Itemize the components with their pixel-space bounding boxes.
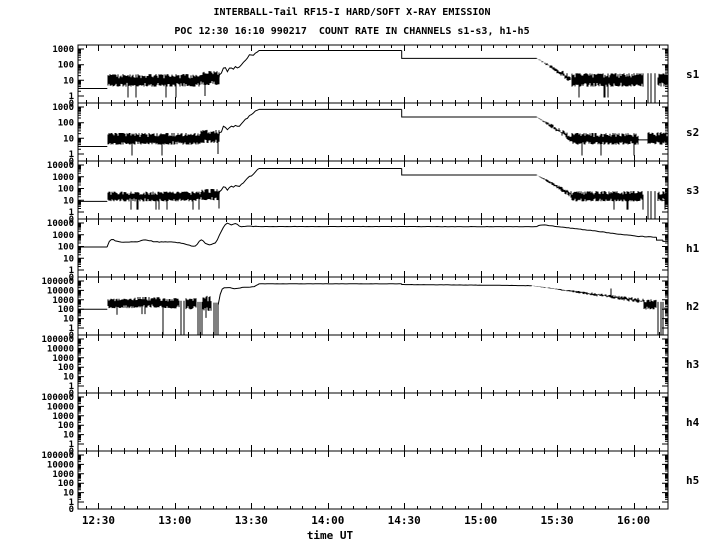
x-tick-label: 12:30 <box>82 514 115 527</box>
trace-s2 <box>78 108 668 156</box>
panel-h1 <box>78 222 668 248</box>
y-tick-label: 1000 <box>52 231 74 241</box>
y-tick-label: 1000 <box>52 45 74 55</box>
y-tick-label: 10 <box>63 76 74 86</box>
axes-frame-and-ticks <box>77 44 669 510</box>
x-tick-label: 13:30 <box>235 514 268 527</box>
channel-label-s1: s1 <box>686 68 700 81</box>
y-tick-label: 10 <box>63 254 74 264</box>
y-tick-label: 0 <box>69 215 74 225</box>
y-tick-label: 10 <box>63 315 74 325</box>
y-tick-label: 100000 <box>41 451 74 461</box>
y-tick-label: 0 <box>69 157 74 167</box>
x-tick-label: 14:30 <box>388 514 421 527</box>
y-tick-label: 1000 <box>52 173 74 183</box>
panel-s3 <box>78 168 668 219</box>
y-tick-label: 1 <box>69 382 74 392</box>
y-tick-label: 10 <box>63 134 74 144</box>
y-tick-label: 10 <box>63 196 74 206</box>
y-tick-label: 100 <box>58 363 74 373</box>
y-tick-label: 10 <box>63 431 74 441</box>
channel-label-h4: h4 <box>686 416 700 429</box>
y-tick-label: 10000 <box>47 402 74 412</box>
y-tick-label: 1 <box>69 324 74 334</box>
plot-axes: 10001001010s110001001010s210000100010010… <box>41 44 700 527</box>
channel-label-s2: s2 <box>686 126 699 139</box>
y-tick-label: 1 <box>69 498 74 508</box>
y-tick-label: 100 <box>58 479 74 489</box>
y-tick-label: 0 <box>69 99 74 109</box>
y-tick-label: 100000 <box>41 277 74 287</box>
y-tick-label: 10000 <box>47 161 74 171</box>
x-tick-label: 15:00 <box>464 514 497 527</box>
y-tick-label: 1000 <box>52 354 74 364</box>
channel-label-h3: h3 <box>686 358 699 371</box>
y-tick-label: 100000 <box>41 393 74 403</box>
channel-label-s3: s3 <box>686 184 699 197</box>
y-tick-label: 1000 <box>52 412 74 422</box>
channel-label-h1: h1 <box>686 242 700 255</box>
y-tick-label: 10 <box>63 373 74 383</box>
y-tick-label: 1 <box>69 440 74 450</box>
y-tick-label: 100 <box>58 305 74 315</box>
y-tick-label: 0 <box>69 389 74 399</box>
x-axis-title: time UT <box>307 529 354 542</box>
y-tick-label: 100 <box>58 243 74 253</box>
y-tick-label: 10 <box>63 489 74 499</box>
y-tick-label: 1 <box>69 266 74 276</box>
y-tick-label: 10000 <box>47 344 74 354</box>
y-tick-label: 1 <box>69 150 74 160</box>
y-tick-label: 0 <box>69 331 74 341</box>
x-tick-label: 14:00 <box>311 514 344 527</box>
y-tick-label: 100 <box>58 119 74 129</box>
y-tick-label: 0 <box>69 505 74 515</box>
plot-subtitle: POC 12:30 16:10 990217 COUNT RATE IN CHA… <box>174 26 530 37</box>
y-tick-label: 1 <box>69 92 74 102</box>
y-tick-label: 10000 <box>47 286 74 296</box>
panel-s1 <box>78 50 668 103</box>
trace-h2 <box>78 283 668 335</box>
y-tick-label: 10000 <box>47 460 74 470</box>
channel-label-h5: h5 <box>686 474 699 487</box>
y-tick-label: 100 <box>58 61 74 71</box>
trace-s1 <box>78 50 668 103</box>
y-tick-label: 100 <box>58 421 74 431</box>
panel-h2 <box>78 283 668 335</box>
y-tick-label: 1000 <box>52 103 74 113</box>
y-tick-label: 0 <box>69 447 74 457</box>
x-tick-label: 16:00 <box>617 514 650 527</box>
trace-s3 <box>78 168 668 219</box>
trace-h1 <box>78 222 668 248</box>
y-tick-label: 10000 <box>47 219 74 229</box>
x-tick-label: 15:30 <box>541 514 574 527</box>
channel-label-h2: h2 <box>686 300 699 313</box>
y-tick-label: 1000 <box>52 296 74 306</box>
y-tick-label: 1000 <box>52 470 74 480</box>
y-tick-label: 100 <box>58 185 74 195</box>
y-tick-label: 0 <box>69 273 74 283</box>
y-tick-label: 100000 <box>41 335 74 345</box>
y-tick-label: 1 <box>69 208 74 218</box>
x-tick-label: 13:00 <box>158 514 191 527</box>
plot-panels <box>78 50 668 335</box>
plot-title: INTERBALL-Tail RF15-I HARD/SOFT X-RAY EM… <box>213 7 491 18</box>
panel-s2 <box>78 108 668 156</box>
